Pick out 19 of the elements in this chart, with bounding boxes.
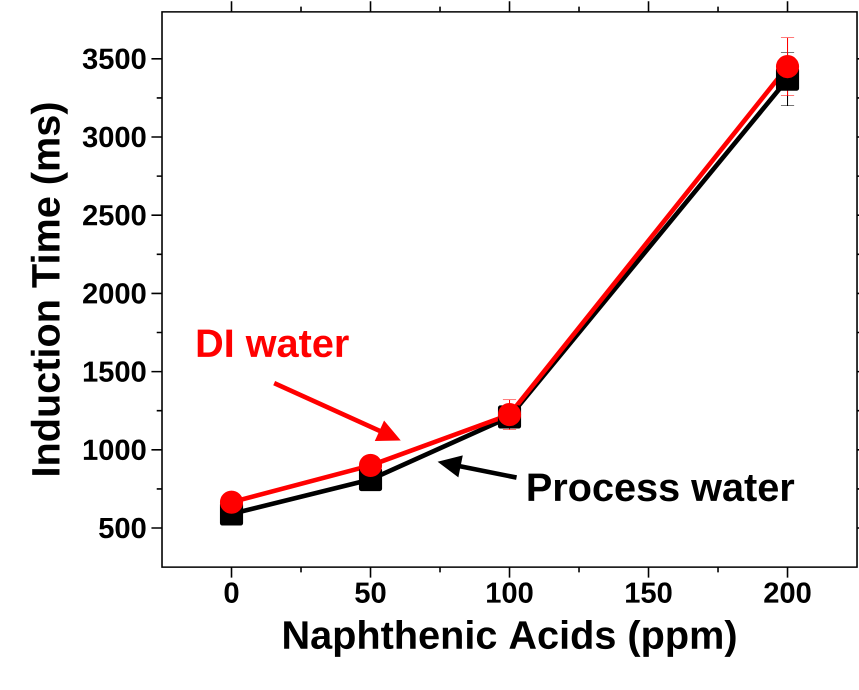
annotation: DI water [198, 330, 349, 358]
point [358, 454, 382, 477]
y-tick-label: 1500 [84, 361, 146, 382]
point [220, 490, 244, 514]
point [776, 55, 800, 78]
y-tick-label: 2500 [83, 204, 146, 226]
y-axis-title: Induction Time (ms) [30, 103, 68, 475]
y-tick-label: 2000 [83, 283, 146, 304]
y-tick-label: 3500 [82, 48, 146, 70]
y-tick-label: 1000 [84, 439, 146, 460]
x-tick-label: 150 [626, 582, 672, 603]
y-tick-label: 500 [99, 518, 146, 538]
x-tick-label: 50 [355, 582, 386, 603]
annotation: Process water [528, 474, 794, 502]
y-tick-label: 3000 [82, 126, 146, 148]
x-tick-label: 0 [224, 582, 238, 603]
x-axis-title: Naphthenic Acids (ppm) [284, 620, 736, 657]
x-tick-label: 100 [487, 582, 533, 603]
x-tick-label: 200 [764, 582, 811, 603]
